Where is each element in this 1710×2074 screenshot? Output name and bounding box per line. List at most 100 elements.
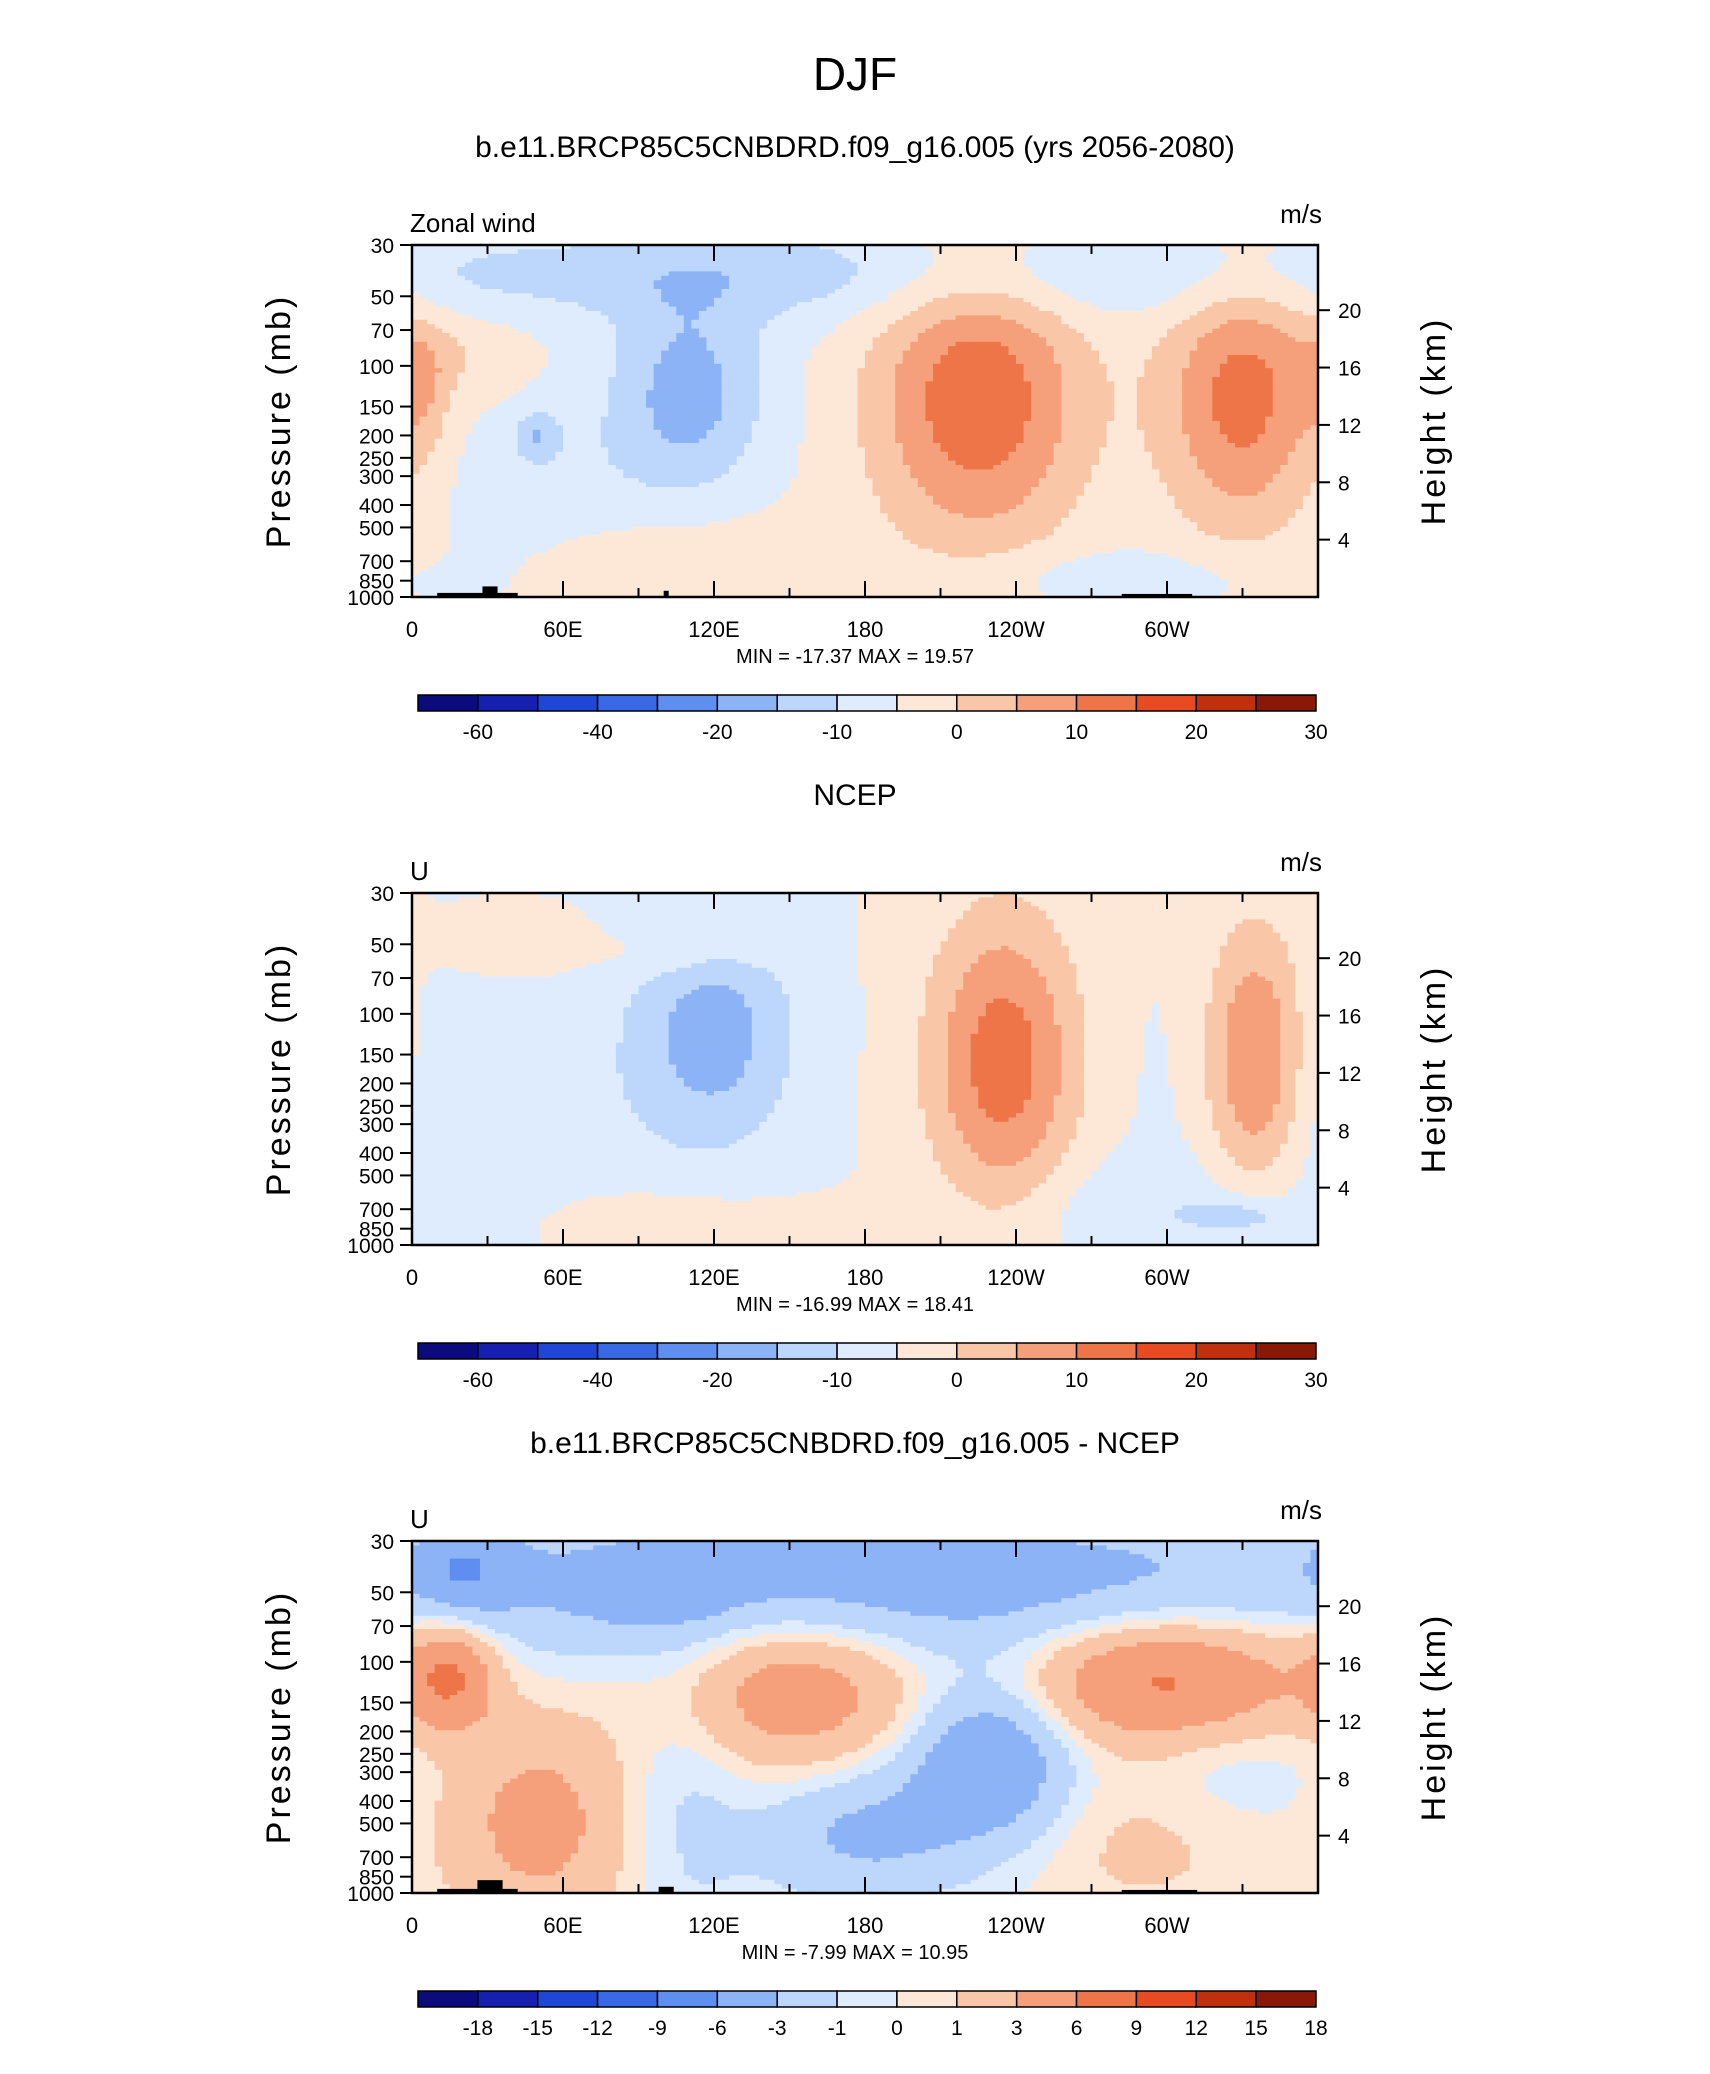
panel-title: NCEP	[813, 779, 896, 812]
colorbar-bin	[716, 1342, 778, 1360]
colorbar-label: 30	[1304, 721, 1327, 744]
colorbar-label: 10	[1065, 1369, 1088, 1392]
y-axis-title: Pressure (mb)	[260, 942, 298, 1196]
y-tick-label: 500	[359, 1813, 394, 1836]
y-tick-label: 500	[359, 517, 394, 540]
y-tick-label: 300	[359, 1762, 394, 1785]
y-tick-label: 50	[371, 934, 394, 957]
x-tick-label: 180	[847, 1265, 884, 1290]
y-tick-label: 700	[359, 1847, 394, 1870]
colorbar: -18 -15 -12 -9 -6 -3 -1 0 1 3 6 9 12 15 18	[417, 1990, 1328, 2040]
figure-title: DJF	[813, 48, 897, 100]
colorbar-bin	[536, 1990, 599, 2008]
colorbar-label: 3	[1011, 2017, 1023, 2040]
min-max-text: MIN = -17.37 MAX = 19.57	[736, 646, 974, 668]
y-tick-label: 250	[359, 1096, 394, 1119]
colorbar-label: -40	[582, 1369, 612, 1392]
colorbar-label: -10	[822, 1369, 852, 1392]
topography-block	[1121, 1889, 1198, 1893]
y-tick-label: 70	[371, 320, 394, 343]
colorbar-label: 1	[951, 2017, 963, 2040]
colorbar-label: 0	[951, 1369, 963, 1392]
x-tick-label: 0	[406, 617, 418, 642]
x-tick-label: 60E	[543, 1913, 582, 1938]
y-right-tick-label: 4	[1338, 1826, 1350, 1849]
y-axis-right-title: Height (km)	[1415, 317, 1453, 526]
colorbar-label: -3	[768, 2017, 787, 2040]
colorbar-label: -15	[523, 2017, 553, 2040]
colorbar-bin	[656, 694, 719, 712]
y-tick-label: 100	[359, 1652, 394, 1675]
y-axis-right-title: Height (km)	[1415, 965, 1453, 1174]
y-right-tick-label: 20	[1338, 1596, 1361, 1619]
y-tick-label: 30	[371, 883, 394, 906]
colorbar-bin	[536, 694, 599, 712]
colorbar-bin	[656, 1990, 719, 2008]
x-tick-label: 120W	[987, 617, 1045, 642]
colorbar-bin	[1075, 694, 1138, 712]
panel-title: b.e11.BRCP85C5CNBDRD.f09_g16.005 (yrs 20…	[475, 131, 1235, 164]
panel-3: b.e11.BRCP85C5CNBDRD.f09_g16.005 - NCEP U…	[260, 1427, 1453, 2040]
colorbar-bin	[956, 1990, 1018, 2008]
y-tick-label: 300	[359, 466, 394, 489]
x-tick-label: 0	[406, 1265, 418, 1290]
colorbar-bin	[1015, 1990, 1078, 2008]
y-axis-right-title: Height (km)	[1415, 1613, 1453, 1822]
y-tick-label: 100	[359, 356, 394, 379]
colorbar-bin	[776, 694, 838, 712]
y-tick-label: 100	[359, 1004, 394, 1027]
y-tick-label: 50	[371, 286, 394, 309]
colorbar-bin	[1015, 694, 1078, 712]
colorbar-label: 18	[1304, 2017, 1327, 2040]
x-tick-label: 0	[406, 1913, 418, 1938]
topography-block	[482, 586, 498, 597]
colorbar-label: 9	[1131, 2017, 1143, 2040]
colorbar: -60 -40 -20 -10 0 10 20 30	[417, 694, 1328, 744]
y-right-tick-label: 16	[1338, 1654, 1361, 1677]
topography-block	[477, 1880, 503, 1893]
colorbar-bin	[477, 1990, 539, 2008]
panel-units: m/s	[1280, 1495, 1322, 1525]
contour-field	[412, 245, 1318, 597]
x-tick-label: 60W	[1144, 1913, 1189, 1938]
colorbar-bin	[1255, 1990, 1317, 2008]
topography-block	[663, 590, 669, 597]
colorbar-bin	[956, 1342, 1018, 1360]
contour-field	[412, 893, 1318, 1245]
colorbar-bin	[836, 1990, 898, 2008]
colorbar-bin	[1195, 694, 1257, 712]
x-tick-label: 120E	[688, 1913, 739, 1938]
x-tick-label: 60W	[1144, 617, 1189, 642]
colorbar-label: 0	[891, 2017, 903, 2040]
y-tick-label: 50	[371, 1582, 394, 1605]
colorbar-label: -12	[582, 2017, 612, 2040]
colorbar-bin	[477, 1342, 539, 1360]
x-tick-label: 120E	[688, 1265, 739, 1290]
y-tick-label: 150	[359, 397, 394, 420]
topography-block	[437, 592, 518, 597]
y-right-tick-label: 8	[1338, 1768, 1350, 1791]
y-tick-label: 400	[359, 1143, 394, 1166]
colorbar-bin	[596, 1342, 659, 1360]
y-right-tick-label: 4	[1338, 1178, 1350, 1201]
colorbar-bin	[1075, 1990, 1138, 2008]
y-right-tick-label: 8	[1338, 472, 1350, 495]
y-tick-label: 150	[359, 1045, 394, 1068]
colorbar-bin	[596, 1990, 659, 2008]
x-tick-label: 180	[847, 617, 884, 642]
x-tick-label: 60W	[1144, 1265, 1189, 1290]
colorbar-bin	[836, 1342, 898, 1360]
topography-block	[1121, 593, 1193, 597]
colorbar-bin	[836, 694, 898, 712]
colorbar-bin	[776, 1990, 838, 2008]
y-tick-label: 30	[371, 1531, 394, 1554]
y-tick-label: 1000	[347, 587, 394, 610]
min-max-text: MIN = -16.99 MAX = 18.41	[736, 1294, 974, 1316]
colorbar-bin	[536, 1342, 599, 1360]
y-tick-label: 300	[359, 1114, 394, 1137]
colorbar-bin	[1015, 1342, 1078, 1360]
y-axis-title: Pressure (mb)	[260, 1590, 298, 1844]
colorbar-bin	[896, 1990, 958, 2008]
y-tick-label: 70	[371, 1616, 394, 1639]
